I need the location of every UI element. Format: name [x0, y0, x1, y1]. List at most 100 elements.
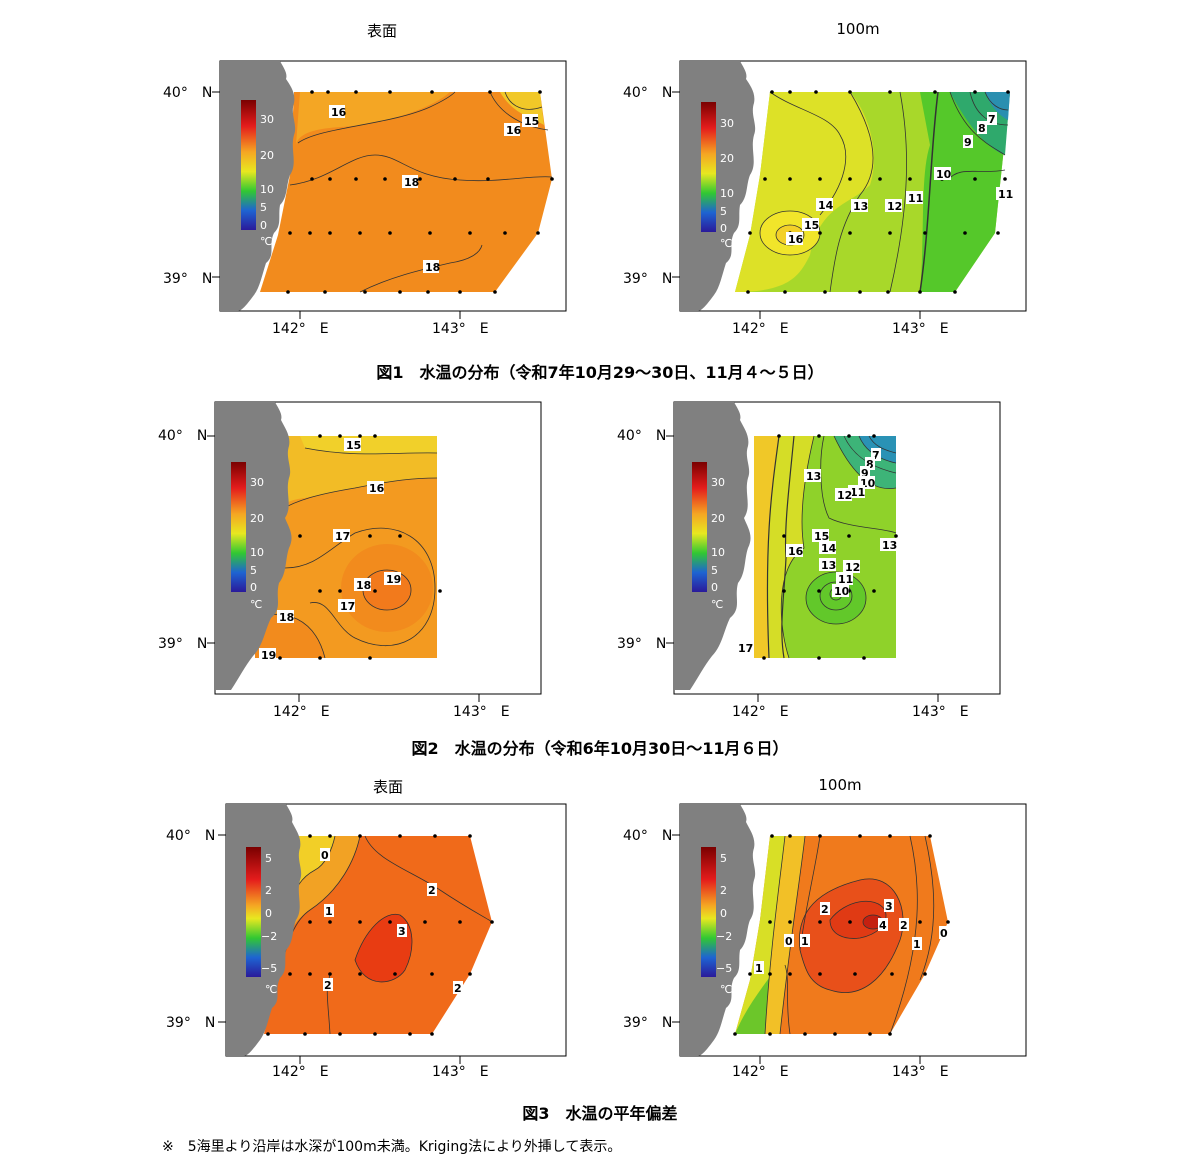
- map-fig1-surface: 40° N 39° N 142° E 143° E 30 20 10 5 0 ℃: [163, 60, 567, 337]
- panel-title-100m-fig1: 100m: [836, 20, 880, 38]
- colorbar-tick: 10: [711, 546, 725, 559]
- contour-label: 12: [837, 489, 852, 502]
- map-fig3-100m-anomaly: 40° N 39° N 142° E 143° E 5 2 0 −2 −5 ℃ …: [623, 803, 1027, 1080]
- figure3-caption: 図3 水温の平年偏差: [522, 1104, 678, 1123]
- contour-label: 12: [887, 200, 902, 213]
- contour-label: 17: [335, 530, 350, 543]
- lon143-label: 143° E: [432, 321, 489, 337]
- lon143-label: 143° E: [912, 704, 969, 720]
- colorbar-tick: 30: [711, 476, 725, 489]
- lat39-label: 39° N: [623, 1015, 672, 1031]
- contour-label: 8: [866, 458, 874, 471]
- contour-label: 12: [845, 561, 860, 574]
- colorbar-tick: 5: [260, 201, 267, 214]
- contour-label: 13: [806, 470, 821, 483]
- contour-label: 16: [788, 545, 804, 558]
- contour-label: 19: [261, 649, 276, 662]
- contour-label: 16: [506, 124, 522, 137]
- colorbar-tick: 5: [265, 852, 272, 865]
- colorbar-tick: 5: [250, 564, 257, 577]
- contour-label: 14: [821, 542, 837, 555]
- panel-title-surface-fig3: 表面: [372, 778, 403, 796]
- colorbar-tick: 0: [265, 907, 272, 920]
- colorbar-tick: 20: [711, 512, 725, 525]
- map-fig2-surface: 40° N 39° N 142° E 143° E 30 20 10 5 0 ℃…: [158, 401, 542, 720]
- contour-label: 11: [850, 486, 865, 499]
- colorbar-tick: 0: [711, 581, 718, 594]
- colorbar-unit: ℃: [711, 598, 723, 611]
- panel-title-surface-fig1: 表面: [366, 22, 397, 40]
- lon143-label: 143° E: [892, 321, 949, 337]
- colorbar-tick: 0: [250, 581, 257, 594]
- colorbar-tick: 30: [720, 117, 734, 130]
- colorbar-tick: 20: [260, 149, 274, 162]
- lat39-label: 39° N: [623, 271, 672, 287]
- colorbar-unit: ℃: [720, 237, 732, 250]
- contour-label: 8: [978, 122, 986, 135]
- panel-title-100m-fig3: 100m: [818, 776, 862, 794]
- colorbar-tick: 2: [720, 884, 727, 897]
- contour-label: 2: [454, 982, 462, 995]
- contour-label: 2: [428, 884, 436, 897]
- contour-label: 1: [755, 962, 763, 975]
- contour-label: 1: [913, 938, 921, 951]
- contour-label: 1: [801, 935, 809, 948]
- colorbar-tick: 30: [250, 476, 264, 489]
- lon143-label: 143° E: [892, 1064, 949, 1080]
- lat39-label: 39° N: [158, 636, 207, 652]
- contour-label: 9: [964, 136, 972, 149]
- lon143-label: 143° E: [432, 1064, 489, 1080]
- lon142-label: 142° E: [732, 1064, 789, 1080]
- contour-label: 14: [818, 199, 834, 212]
- colorbar-tick: −5: [716, 962, 732, 975]
- contour-label: 18: [425, 261, 440, 274]
- contour-label: 17: [738, 642, 753, 655]
- colorbar-tick: 0: [720, 222, 727, 235]
- contour-label: 4: [879, 919, 887, 932]
- contour-label: 19: [386, 573, 401, 586]
- contour-label: 16: [331, 106, 347, 119]
- colorbar-tick: 5: [711, 564, 718, 577]
- contour-label: 16: [788, 233, 804, 246]
- colorbar-tick: 10: [260, 183, 274, 196]
- lon142-label: 142° E: [272, 1064, 329, 1080]
- contour-label: 7: [988, 113, 996, 126]
- contour-label: 10: [936, 168, 952, 181]
- map-fig2-100m: 40° N 39° N 142° E 143° E 30 20 10 5 0 ℃…: [617, 401, 1001, 720]
- lat39-label: 39° N: [163, 271, 212, 287]
- contour-label: 13: [882, 539, 897, 552]
- lat40-label: 40° N: [158, 428, 207, 444]
- footnote: ※ 5海里より沿岸は水深が100m未満。Kriging法により外挿して表示。: [162, 1139, 622, 1155]
- colorbar-tick: 10: [250, 546, 264, 559]
- lat39-label: 39° N: [166, 1015, 215, 1031]
- lat40-label: 40° N: [166, 828, 215, 844]
- colorbar-unit: ℃: [250, 598, 262, 611]
- contour-label: 11: [838, 573, 853, 586]
- colorbar-tick: 20: [720, 152, 734, 165]
- contour-label: 13: [853, 200, 868, 213]
- colorbar-tick: 30: [260, 113, 274, 126]
- contour-label: 0: [321, 849, 329, 862]
- figure1-caption: 図1 水温の分布（令和7年10月29～30日、11月４～５日）: [376, 363, 824, 382]
- lat40-label: 40° N: [623, 828, 672, 844]
- colorbar-tick: −5: [261, 962, 277, 975]
- colorbar-tick: −2: [261, 930, 277, 943]
- figure2-caption: 図2 水温の分布（令和6年10月30日～11月６日）: [411, 739, 789, 758]
- colorbar-unit: ℃: [260, 235, 272, 248]
- contour-label: 18: [356, 579, 371, 592]
- contour-label: 15: [814, 530, 829, 543]
- contour-label: 18: [404, 176, 419, 189]
- contour-label: 1: [325, 905, 333, 918]
- contour-label: 0: [940, 927, 948, 940]
- colorbar-tick: 0: [260, 219, 267, 232]
- colorbar-tick: 5: [720, 852, 727, 865]
- colorbar-tick: 2: [265, 884, 272, 897]
- contour-label: 3: [398, 925, 406, 938]
- contour-label: 2: [821, 903, 829, 916]
- colorbar-unit: ℃: [265, 983, 277, 996]
- contour-label: 2: [900, 919, 908, 932]
- contour-label: 2: [324, 979, 332, 992]
- contour-label: 10: [834, 585, 850, 598]
- contour-label: 7: [872, 449, 880, 462]
- colorbar-unit: ℃: [720, 983, 732, 996]
